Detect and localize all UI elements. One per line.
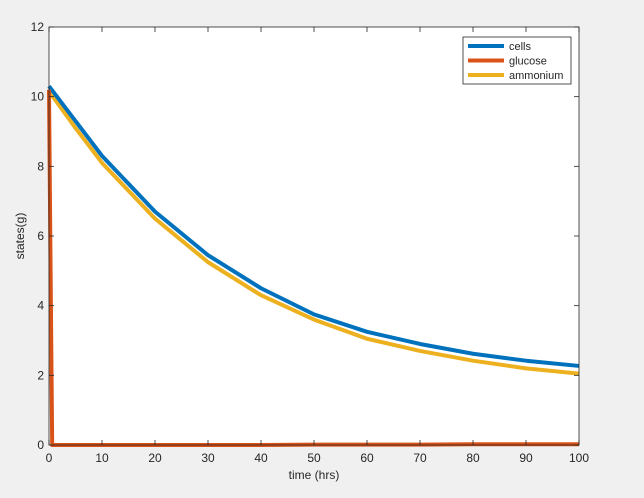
- legend[interactable]: cells glucose ammonium: [462, 36, 572, 85]
- y-tick-label: 0: [37, 438, 44, 452]
- series-line-ammonium: [47, 90, 580, 376]
- plot-area: [49, 27, 579, 445]
- x-tick-label: 30: [201, 451, 215, 465]
- axes-layer: 0 10 20 30 40 50 60 70 80 90 100 0 2 4 6 8 10 12: [31, 20, 590, 465]
- legend-label-ammonium: ammonium: [509, 70, 563, 82]
- y-axis-label: states(g): [13, 213, 27, 260]
- x-tick-label: 0: [46, 451, 53, 465]
- x-tick-label: 10: [95, 451, 109, 465]
- y-tick-label: 12: [31, 20, 45, 34]
- x-tick-label: 50: [307, 451, 321, 465]
- x-tick-label: 100: [569, 451, 589, 465]
- x-tick-label: 40: [254, 451, 268, 465]
- x-axis-label: time (hrs): [289, 468, 340, 482]
- x-tick-label: 80: [466, 451, 480, 465]
- x-tick-label: 90: [519, 451, 533, 465]
- x-tick-label: 60: [360, 451, 374, 465]
- y-tick-label: 4: [37, 299, 44, 313]
- legend-label-cells: cells: [509, 41, 532, 53]
- legend-label-glucose: glucose: [509, 56, 547, 68]
- y-tick-label: 8: [37, 159, 44, 173]
- y-tick-label: 6: [37, 229, 44, 243]
- y-tick-label: 2: [37, 368, 44, 382]
- x-tick-label: 20: [148, 451, 162, 465]
- x-tick-label: 70: [413, 451, 427, 465]
- series-line-cells: [47, 85, 580, 368]
- y-tick-label: 10: [31, 90, 45, 104]
